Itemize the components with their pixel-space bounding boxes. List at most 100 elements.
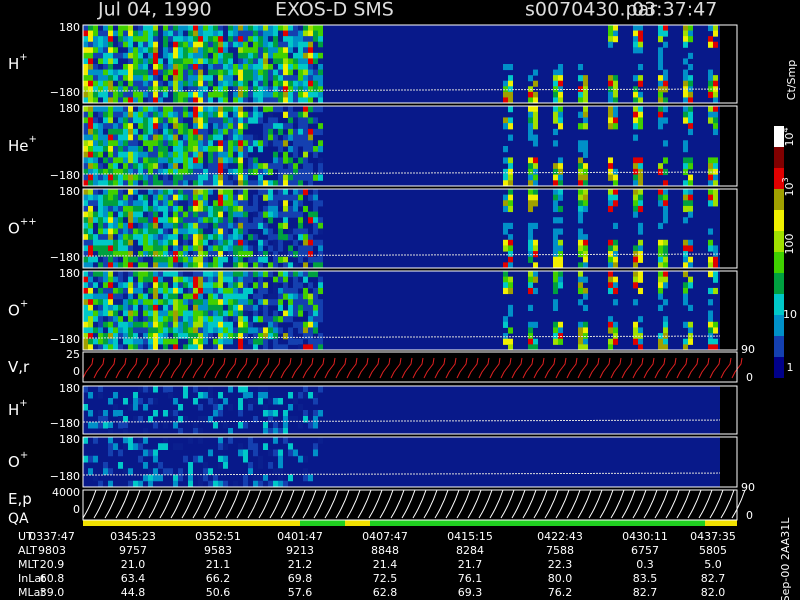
- spectrogram-cell: [273, 410, 278, 417]
- spectrogram-cell: [203, 174, 208, 181]
- spectrogram-cell: [133, 211, 138, 218]
- energy-sweep: [335, 489, 350, 519]
- spectrogram-cell: [223, 117, 228, 124]
- spectrogram-cell: [273, 287, 278, 295]
- spectrogram-cell: [168, 245, 173, 252]
- spectrogram-cell: [658, 271, 663, 278]
- energy-sweep: [269, 489, 284, 519]
- spectrogram-cell: [238, 321, 243, 328]
- spectrogram-cell: [298, 271, 303, 278]
- spectrogram-cell: [213, 140, 218, 147]
- spectrogram-cell: [278, 316, 283, 323]
- energy-sweep: [302, 489, 317, 519]
- spectrogram-cell: [583, 304, 588, 311]
- spectrogram-cell: [118, 276, 123, 283]
- spectrogram-cell: [608, 327, 613, 334]
- spectrogram-cell: [208, 449, 213, 457]
- spectrogram-cell: [83, 97, 88, 104]
- spectrogram-cell: [228, 228, 233, 235]
- spectrogram-cell: [93, 310, 98, 317]
- colorbar-cell: [774, 168, 784, 189]
- spectrogram-cell: [158, 239, 163, 246]
- spectrogram-cell: [138, 344, 143, 351]
- spectrogram-cell: [303, 168, 308, 176]
- spectrogram-cell: [128, 41, 133, 48]
- spectrogram-cell: [263, 310, 268, 317]
- spectrogram-cell: [313, 58, 318, 65]
- spectrogram-cell: [533, 174, 538, 181]
- spectrogram-cell: [208, 117, 213, 124]
- spectrogram-cell: [248, 41, 253, 48]
- spectrogram-cell: [258, 140, 263, 147]
- spectrogram-cell: [158, 443, 163, 450]
- spectrogram-cell: [608, 338, 613, 345]
- energy-sweep: [368, 489, 383, 519]
- spectrogram-cell: [253, 333, 258, 340]
- spectrogram-cell: [273, 282, 278, 289]
- spectrogram-cell: [293, 205, 298, 213]
- spectrogram-cell: [553, 321, 558, 328]
- spectrogram-cell: [713, 168, 718, 176]
- colorbar-label: 1: [787, 361, 794, 374]
- spectrogram-cell: [93, 205, 98, 213]
- spectrogram-cell: [213, 128, 218, 136]
- spectrogram-cell: [203, 52, 208, 59]
- cell: 0437:35: [690, 530, 736, 543]
- spectrogram-cell: [528, 256, 533, 263]
- spectrogram-cell: [638, 64, 643, 71]
- spectrogram-cell: [233, 222, 238, 229]
- spectrogram-cell: [613, 80, 618, 87]
- spectrogram-cell: [153, 163, 158, 170]
- spectrogram-cell: [118, 245, 123, 252]
- spectrogram-cell: [663, 200, 668, 207]
- spectrogram-cell: [148, 222, 153, 229]
- spectrogram-cell: [148, 151, 153, 158]
- spectrogram-cell: [313, 217, 318, 224]
- spectrogram-cell: [203, 344, 208, 351]
- spectrogram-cell: [258, 338, 263, 345]
- energy-sweep: [181, 489, 196, 519]
- spectrogram-cell: [578, 111, 583, 118]
- energy-sweep: [566, 489, 581, 519]
- spectrogram-cell: [168, 180, 173, 187]
- spectrogram-cell: [168, 217, 173, 224]
- spectrogram-cell: [238, 338, 243, 345]
- energy-sweep: [390, 489, 405, 519]
- spectrogram-cell: [83, 52, 88, 59]
- spectrogram-cell: [273, 276, 278, 283]
- spectrogram-cell: [158, 69, 163, 76]
- spectrogram-cell: [138, 321, 143, 328]
- spectrogram-cell: [163, 228, 168, 235]
- superscript: +: [19, 52, 27, 63]
- spectrogram-cell: [198, 327, 203, 334]
- spectrogram-cell: [228, 58, 233, 65]
- spectrogram-cell: [553, 245, 558, 252]
- spectrogram-cell: [688, 262, 693, 269]
- spectrogram-cell: [303, 416, 308, 423]
- spectrogram-cell: [173, 86, 178, 93]
- spectrogram-cell: [608, 239, 613, 246]
- spectrogram-cell: [198, 189, 203, 196]
- spectrogram-cell: [148, 282, 153, 289]
- spectrogram-cell: [318, 69, 323, 76]
- spectrogram-cell: [153, 146, 158, 153]
- spectrogram-cell: [128, 151, 133, 158]
- spectrogram-cell: [183, 287, 188, 295]
- spectrogram-cell: [168, 410, 173, 417]
- spectrogram-cell: [283, 64, 288, 71]
- spectrogram-cell: [688, 52, 693, 59]
- spectrogram-cell: [663, 180, 668, 187]
- spectrogram-cell: [153, 58, 158, 65]
- spectrogram-cell: [233, 41, 238, 48]
- spectrogram-cell: [148, 333, 153, 340]
- spectrogram-cell: [148, 321, 153, 328]
- spectrogram-cell: [318, 30, 323, 37]
- spectrogram-cell: [528, 276, 533, 283]
- spectrogram-cell: [113, 111, 118, 118]
- spectrogram-cell: [173, 80, 178, 87]
- spectrogram-cell: [138, 58, 143, 65]
- energy-sweep: [104, 489, 119, 519]
- spectrogram-cell: [128, 217, 133, 224]
- spectrogram-cell: [98, 392, 103, 399]
- spectrogram-cell: [268, 52, 273, 59]
